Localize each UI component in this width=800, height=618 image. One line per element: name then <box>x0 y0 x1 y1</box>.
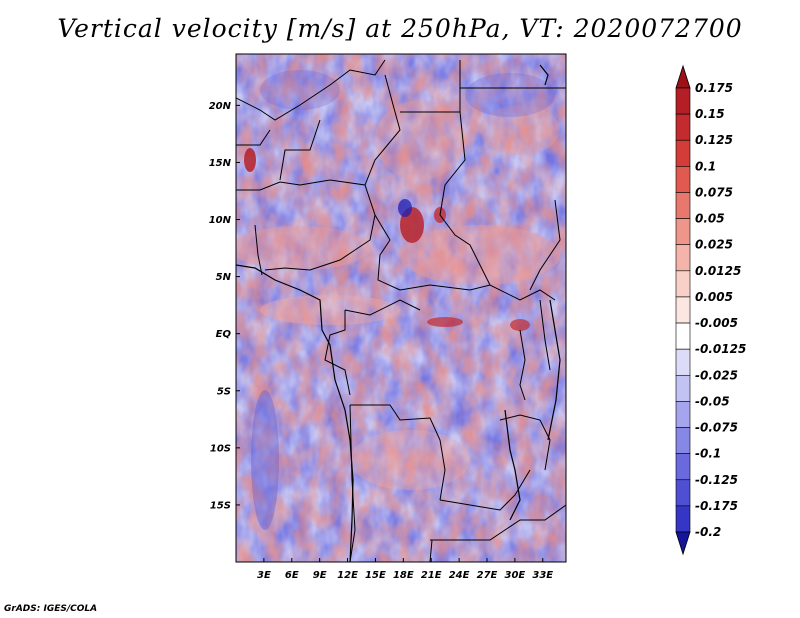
colorbar-label: 0.005 <box>695 290 733 304</box>
colorbar-swatch <box>675 453 691 481</box>
lon-tick-label: 21E <box>421 570 442 581</box>
lat-tick-label: EQ <box>216 329 232 340</box>
colorbar-label: -0.175 <box>695 499 738 513</box>
colorbar-swatch <box>675 322 691 350</box>
colorbar-label: 0.175 <box>695 81 733 95</box>
lat-tick-label: 10S <box>210 443 231 454</box>
colorbar-bottom-arrow <box>675 531 691 556</box>
map-frame <box>235 53 567 563</box>
lat-tick-label: 15N <box>209 158 232 169</box>
colorbar-label: -0.0125 <box>695 342 746 356</box>
colorbar-swatch <box>675 166 691 193</box>
latitude-axis: 20N 15N 10N 5N EQ 5S 10S 15S <box>209 101 240 511</box>
coastline <box>236 64 561 562</box>
colorbar-swatch <box>675 244 691 272</box>
colorbar-swatch <box>675 348 691 376</box>
colorbar-label: -0.1 <box>695 447 721 461</box>
colorbar-swatch <box>675 374 691 402</box>
lon-tick-label: 33E <box>532 570 553 581</box>
lon-tick-label: 12E <box>337 570 358 581</box>
colorbar-swatch <box>675 505 691 533</box>
colorbar-swatch <box>675 218 691 246</box>
country-borders <box>236 59 566 562</box>
colorbar-label: 0.125 <box>695 133 733 147</box>
colorbar-label: -0.075 <box>695 421 738 435</box>
colorbar-label: -0.125 <box>695 473 738 487</box>
lat-tick-label: 10N <box>209 215 232 226</box>
lon-tick-label: 3E <box>257 570 271 581</box>
colorbar: 0.175 0.15 0.125 0.1 0.075 0.05 0.025 0.0125 0.0… <box>675 64 746 556</box>
lon-tick-label: 9E <box>313 570 327 581</box>
lat-tick-label: 15S <box>210 500 231 511</box>
colorbar-label: 0.075 <box>695 185 733 199</box>
lat-tick-label: 5N <box>216 272 232 283</box>
colorbar-swatch <box>675 401 691 428</box>
grads-credit: GrADS: IGES/COLA <box>4 604 98 614</box>
colorbar-label: -0.2 <box>695 525 721 539</box>
lon-tick-label: 18E <box>393 570 414 581</box>
colorbar-swatch <box>675 192 691 219</box>
colorbar-label: 0.0125 <box>695 264 741 278</box>
lon-tick-label: 30E <box>504 570 525 581</box>
lat-tick-label: 20N <box>209 101 232 112</box>
colorbar-label: 0.025 <box>695 238 733 252</box>
colorbar-top-arrow <box>675 64 691 89</box>
colorbar-swatch <box>675 270 691 298</box>
lon-tick-label: 6E <box>285 570 299 581</box>
colorbar-label: 0.05 <box>695 212 725 226</box>
lat-tick-label: 5S <box>217 386 231 397</box>
lon-tick-label: 27E <box>477 570 498 581</box>
colorbar-label: 0.15 <box>695 107 725 121</box>
colorbar-swatch <box>675 296 691 324</box>
colorbar-label: 0.1 <box>695 159 716 173</box>
colorbar-label: -0.025 <box>695 368 738 382</box>
colorbar-swatch <box>675 87 691 115</box>
colorbar-swatch <box>675 479 691 507</box>
lon-tick-label: 24E <box>449 570 470 581</box>
longitude-axis: 3E 6E 9E 12E 15E 18E 21E 24E 27E 30E 33E <box>257 558 553 581</box>
colorbar-label: -0.005 <box>695 316 738 330</box>
colorbar-label: -0.05 <box>695 394 730 408</box>
colorbar-swatch <box>675 113 691 141</box>
colorbar-swatch <box>675 139 691 167</box>
colorbar-swatch <box>675 427 691 454</box>
vertical-velocity-field <box>236 54 566 562</box>
map-title: Vertical velocity [m/s] at 250hPa, VT: 2… <box>57 14 743 43</box>
lon-tick-label: 15E <box>365 570 386 581</box>
